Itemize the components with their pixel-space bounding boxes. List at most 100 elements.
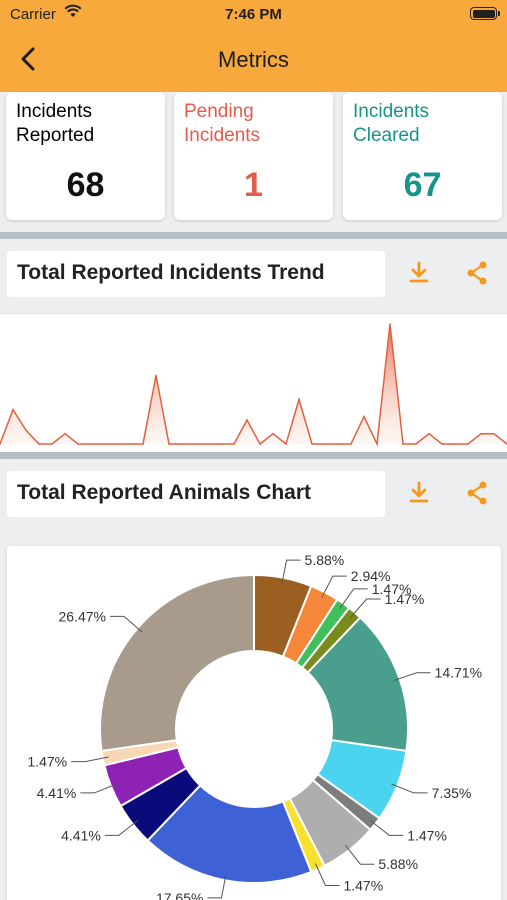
leader-line bbox=[71, 756, 109, 763]
trend-point bbox=[402, 443, 404, 445]
trend-point bbox=[324, 443, 326, 445]
slice-label: 26.47% bbox=[59, 608, 106, 624]
download-icon[interactable] bbox=[406, 260, 432, 286]
status-bar: Carrier 7:46 PM bbox=[0, 0, 507, 28]
trend-point bbox=[311, 443, 313, 445]
slice-label: 1.47% bbox=[343, 877, 383, 893]
animals-section-header: Total Reported Animals Chart bbox=[0, 459, 507, 534]
leader-line bbox=[110, 615, 143, 633]
trend-point bbox=[337, 443, 339, 445]
clock: 7:46 PM bbox=[225, 6, 282, 23]
leader-line bbox=[80, 783, 117, 794]
trend-point bbox=[155, 374, 157, 377]
slice-label: 7.35% bbox=[432, 785, 472, 801]
incidents-cleared-value: 67 bbox=[403, 166, 442, 204]
trend-point bbox=[116, 443, 118, 445]
trend-point bbox=[480, 432, 482, 435]
trend-point bbox=[25, 429, 27, 432]
chevron-left-icon[interactable] bbox=[14, 44, 44, 74]
trend-point bbox=[103, 443, 105, 445]
trend-point bbox=[129, 443, 131, 445]
incidents-reported-label: Incidents Reported bbox=[16, 101, 95, 146]
section-divider bbox=[0, 232, 507, 239]
trend-point bbox=[363, 415, 365, 418]
trend-line bbox=[0, 323, 507, 447]
slice-label: 1.47% bbox=[407, 827, 447, 843]
pending-incidents-label: Pending Incidents bbox=[184, 101, 261, 146]
leader-line bbox=[321, 575, 347, 598]
trend-point bbox=[207, 443, 209, 445]
trend-point bbox=[389, 323, 391, 325]
incidents-reported-value: 68 bbox=[66, 166, 105, 204]
pending-incidents-value: 1 bbox=[244, 166, 263, 204]
battery-icon bbox=[470, 7, 500, 20]
card-incidents-cleared[interactable]: Incidents Cleared 67 bbox=[343, 92, 502, 220]
trend-point bbox=[194, 443, 196, 445]
trend-point bbox=[350, 443, 352, 445]
trend-point bbox=[64, 432, 66, 435]
slice-label: 1.47% bbox=[27, 754, 67, 770]
trend-point bbox=[233, 443, 235, 445]
donut-slice bbox=[146, 784, 313, 884]
trend-point bbox=[454, 443, 456, 445]
trend-point bbox=[493, 432, 495, 435]
trend-point bbox=[220, 443, 222, 445]
download-icon[interactable] bbox=[406, 480, 432, 506]
leader-line bbox=[315, 863, 340, 886]
trend-point bbox=[38, 443, 40, 445]
leader-line bbox=[393, 672, 431, 682]
trend-point bbox=[51, 443, 53, 445]
slice-label: 4.41% bbox=[61, 827, 101, 843]
trend-point bbox=[181, 443, 183, 445]
trend-point bbox=[90, 443, 92, 445]
leader-line bbox=[391, 783, 428, 794]
trend-point bbox=[376, 443, 378, 445]
trend-point bbox=[467, 443, 469, 445]
trend-point bbox=[246, 419, 248, 421]
trend-point bbox=[0, 443, 1, 445]
card-incidents-reported[interactable]: Incidents Reported 68 bbox=[6, 92, 165, 220]
trend-area bbox=[0, 324, 507, 444]
trend-point bbox=[441, 443, 443, 445]
trend-point bbox=[285, 443, 287, 445]
share-icon[interactable] bbox=[464, 480, 490, 506]
slice-label: 1.47% bbox=[372, 581, 412, 597]
slice-label: 4.41% bbox=[37, 785, 77, 801]
trend-point bbox=[168, 443, 170, 445]
leader-line bbox=[207, 874, 227, 899]
trend-point bbox=[298, 398, 300, 401]
leader-line bbox=[345, 845, 375, 865]
carrier-label: Carrier bbox=[10, 6, 56, 23]
leader-line bbox=[104, 820, 138, 836]
slice-label: 5.88% bbox=[305, 552, 345, 568]
page-title: Metrics bbox=[218, 47, 289, 72]
trend-point bbox=[77, 443, 79, 445]
trend-point bbox=[428, 432, 430, 435]
slice-label: 14.71% bbox=[435, 665, 482, 681]
card-pending-incidents[interactable]: Pending Incidents 1 bbox=[174, 92, 333, 220]
trend-point bbox=[272, 432, 274, 435]
incidents-cleared-label: Incidents Cleared bbox=[353, 101, 430, 146]
leader-line bbox=[350, 598, 381, 618]
section-divider bbox=[0, 452, 507, 459]
trend-point bbox=[415, 443, 417, 445]
animals-chart-card: 5.88% 2.94% 1.47% 1.47% 14.71% 7.35% 1.47% 5.88… bbox=[7, 546, 501, 900]
leader-line bbox=[339, 588, 368, 609]
slice-label: 2.94% bbox=[351, 568, 391, 584]
wifi-icon bbox=[64, 4, 82, 17]
share-icon[interactable] bbox=[464, 260, 490, 286]
trend-section-title: Total Reported Incidents Trend bbox=[7, 251, 385, 297]
nav-bar: Metrics bbox=[0, 28, 507, 92]
donut-slice bbox=[99, 573, 255, 753]
trend-chart-svg bbox=[0, 323, 507, 447]
trend-section-header: Total Reported Incidents Trend bbox=[0, 239, 507, 313]
trend-point bbox=[259, 443, 261, 445]
leader-line bbox=[281, 559, 301, 584]
animals-donut-chart: 5.88%2.94%1.47%1.47%14.71%7.35%1.47%5.88… bbox=[27, 552, 482, 900]
slice-label: 5.88% bbox=[378, 856, 418, 872]
animals-chart-section: 5.88% 2.94% 1.47% 1.47% 14.71% 7.35% 1.47% 5.88… bbox=[0, 534, 507, 900]
trend-point bbox=[142, 443, 144, 445]
incidents-trend-chart bbox=[0, 314, 507, 452]
leader-line bbox=[370, 820, 404, 836]
animals-section-title: Total Reported Animals Chart bbox=[7, 471, 385, 517]
